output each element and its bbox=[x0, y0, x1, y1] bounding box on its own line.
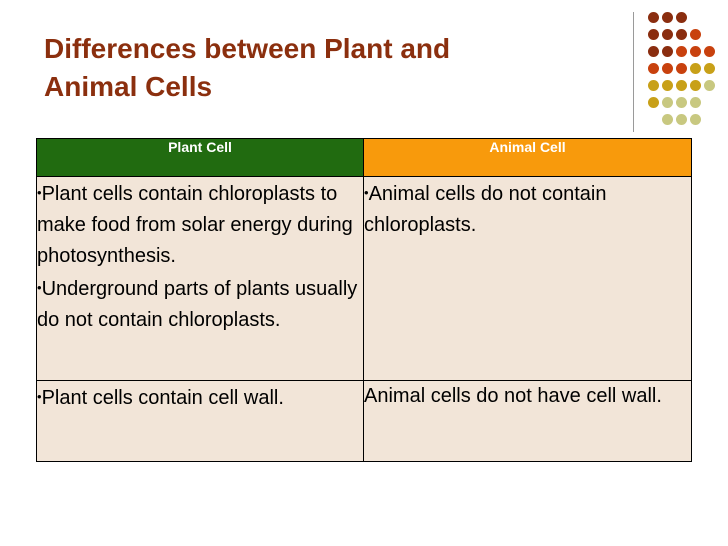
decorative-dot bbox=[676, 46, 687, 57]
bullet-item: •Underground parts of plants usually do … bbox=[37, 272, 363, 336]
decorative-dot bbox=[676, 29, 687, 40]
decorative-dot bbox=[690, 63, 701, 74]
bullet-text: Animal cells do not contain chloroplasts… bbox=[364, 183, 607, 236]
decorative-dot bbox=[648, 63, 659, 74]
table-row: •Plant cells contain cell wall. Animal c… bbox=[36, 380, 692, 462]
decorative-dot bbox=[690, 114, 701, 125]
decorative-dot bbox=[662, 97, 673, 108]
plain-text: Animal cells do not have cell wall. bbox=[364, 385, 662, 407]
bullet-text: Plant cells contain chloroplasts to make… bbox=[37, 183, 353, 267]
bullet-item: •Animal cells do not contain chloroplast… bbox=[364, 177, 691, 241]
decorative-dot bbox=[690, 29, 701, 40]
bullet-item: •Plant cells contain cell wall. bbox=[37, 381, 363, 414]
animal-cell-header: Animal Cell bbox=[363, 138, 692, 177]
decorative-dot bbox=[690, 46, 701, 57]
decorative-dot bbox=[690, 97, 701, 108]
slide-title: Differences between Plant and Animal Cel… bbox=[44, 30, 604, 106]
decorative-dot bbox=[662, 80, 673, 91]
animal-cell-chloroplast-text: •Animal cells do not contain chloroplast… bbox=[363, 176, 692, 381]
bullet-icon: • bbox=[37, 185, 42, 200]
decorative-dot bbox=[662, 12, 673, 23]
table-header-row: Plant Cell Animal Cell bbox=[36, 138, 692, 177]
bullet-text: Plant cells contain cell wall. bbox=[41, 387, 284, 409]
slide-title-line-2: Animal Cells bbox=[44, 71, 213, 102]
bullet-icon: • bbox=[364, 185, 369, 200]
decorative-dot bbox=[648, 97, 659, 108]
decorative-dot bbox=[676, 97, 687, 108]
decorative-dot bbox=[648, 80, 659, 91]
bullet-icon: • bbox=[37, 389, 42, 404]
decorative-dot bbox=[704, 63, 715, 74]
decorative-dot bbox=[704, 46, 715, 57]
plant-cell-wall-text: •Plant cells contain cell wall. bbox=[36, 380, 364, 462]
plant-cell-header: Plant Cell bbox=[36, 138, 364, 177]
decorative-dot bbox=[676, 114, 687, 125]
bullet-icon: • bbox=[37, 280, 42, 295]
slide-title-line-1: Differences between Plant and bbox=[44, 33, 451, 64]
table-row: •Plant cells contain chloroplasts to mak… bbox=[36, 176, 692, 381]
decorative-dot bbox=[662, 114, 673, 125]
decorative-dot bbox=[648, 29, 659, 40]
bullet-item: •Plant cells contain chloroplasts to mak… bbox=[37, 177, 363, 272]
decorative-dot bbox=[704, 80, 715, 91]
plant-cell-chloroplast-text: •Plant cells contain chloroplasts to mak… bbox=[36, 176, 364, 381]
decorative-dot bbox=[676, 63, 687, 74]
decorative-dot bbox=[676, 12, 687, 23]
decorative-dot bbox=[662, 46, 673, 57]
decorative-dot bbox=[690, 80, 701, 91]
decorative-dot bbox=[662, 63, 673, 74]
animal-cell-wall-text: Animal cells do not have cell wall. bbox=[363, 380, 692, 462]
decorative-dot bbox=[648, 46, 659, 57]
comparison-table: Plant Cell Animal Cell •Plant cells cont… bbox=[36, 138, 692, 462]
decorative-dot bbox=[648, 12, 659, 23]
decorative-divider bbox=[633, 12, 634, 132]
bullet-text: Underground parts of plants usually do n… bbox=[37, 278, 358, 331]
decorative-dot bbox=[662, 29, 673, 40]
decorative-dot bbox=[676, 80, 687, 91]
